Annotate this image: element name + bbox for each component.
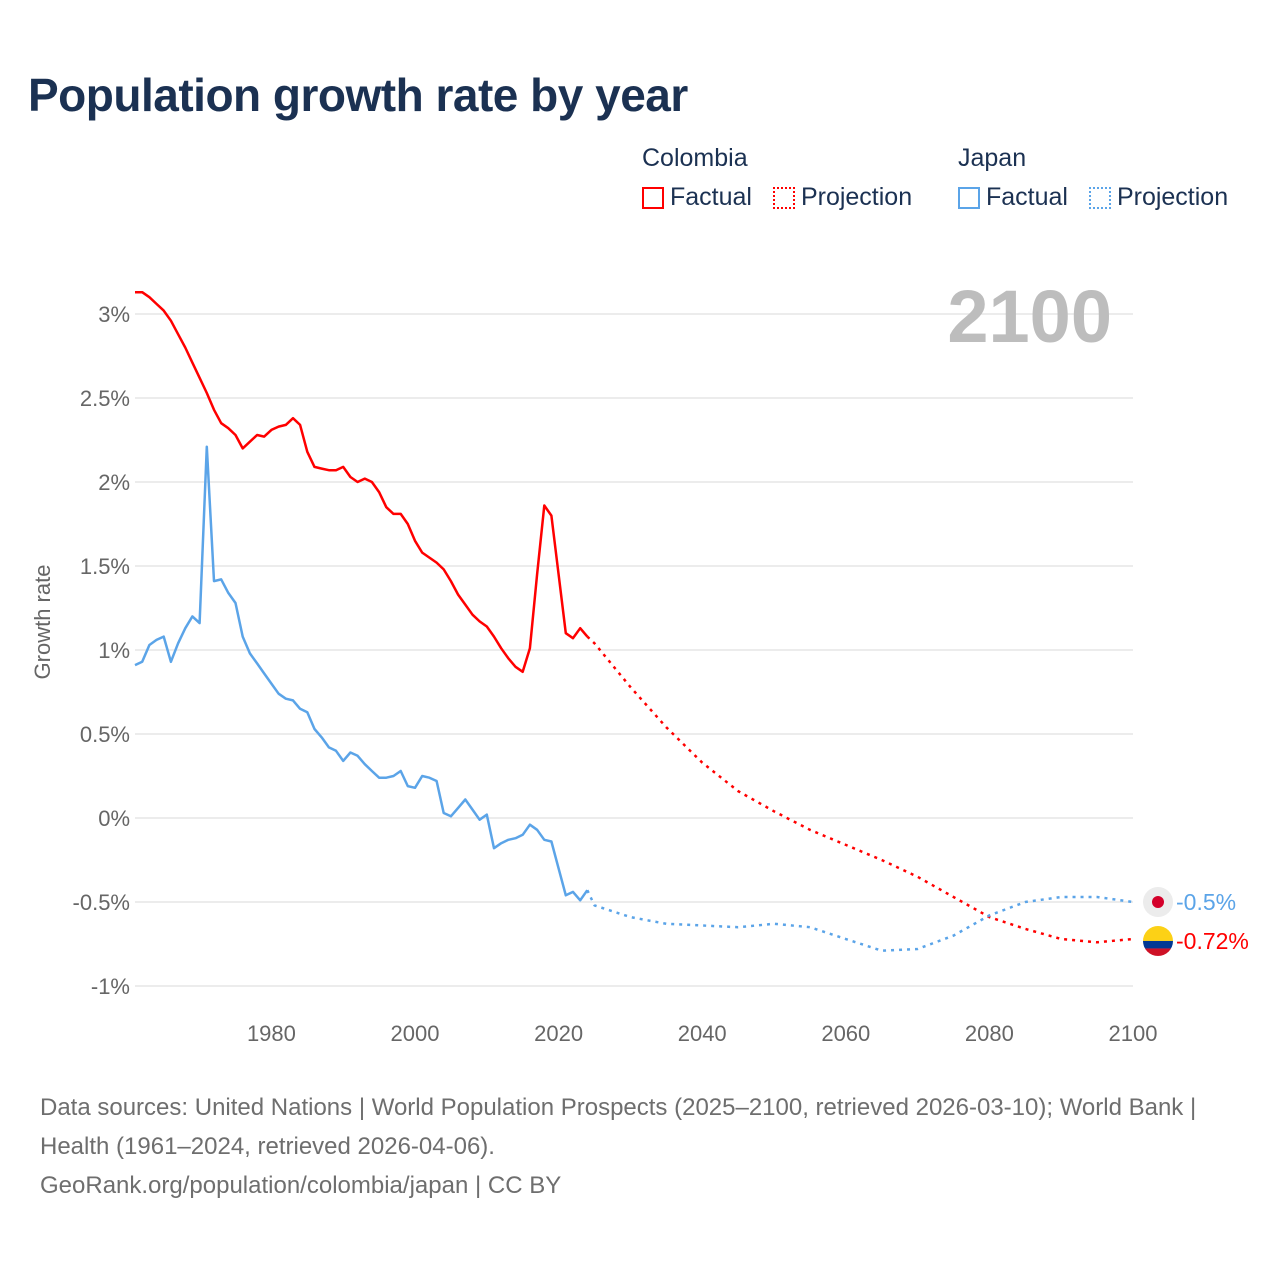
footer: Data sources: United Nations | World Pop… [40,1088,1240,1205]
legend-label: Projection [800,183,913,211]
y-tick-label: 2% [98,470,130,495]
y-tick-label: 1.5% [80,554,130,579]
solid-swatch-icon [642,186,664,209]
series-line-japan-projection [586,889,1134,952]
y-tick-label: 2.5% [80,386,130,411]
chart-title: Population growth rate by year [28,69,688,121]
source-url: GeoRank.org/population/colombia/japan | … [40,1172,562,1199]
year-badge: 2100 [947,275,1112,358]
y-axis-label: Growth rate [30,565,55,680]
series-line-colombia-projection [586,635,1134,944]
flag-stripe [1143,948,1173,956]
x-tick-label: 2100 [1109,1021,1158,1046]
x-tick-label: 2000 [391,1021,440,1046]
legend-group-name: Japan [958,144,1027,172]
legend-label: Factual [986,183,1068,211]
x-tick-label: 2080 [965,1021,1014,1046]
legend-label: Factual [670,183,752,211]
legend-colombia: Colombia Factual Projection [642,144,926,216]
series-line-colombia-factual [135,290,589,674]
x-tick-label: 2020 [534,1021,583,1046]
legend-japan: Japan Factual Projection [958,144,1228,216]
y-tick-label: 3% [98,302,130,327]
y-tick-label: 0% [98,806,130,831]
data-sources: Data sources: United Nations | World Pop… [40,1094,1197,1160]
y-tick-label: -1% [91,974,130,999]
x-tick-label: 1980 [247,1021,296,1046]
legend-group-name: Colombia [642,144,748,172]
legend-colombia-projection[interactable]: Projection [772,183,913,212]
x-tick-label: 2040 [678,1021,727,1046]
colombia-flag-icon [1143,925,1173,956]
series-line-japan-factual [134,445,589,902]
end-value-label: -0.72% [1176,928,1249,954]
dotted-swatch-icon [1088,186,1111,209]
legend-colombia-factual[interactable]: Factual [642,183,752,212]
flag-stripe [1143,925,1173,941]
x-tick-label: 2060 [821,1021,870,1046]
flag-stripe [1143,940,1173,949]
legend-japan-factual[interactable]: Factual [958,183,1068,212]
solid-swatch-icon [958,186,980,209]
legend-label: Projection [1116,183,1229,211]
y-tick-label: 0.5% [80,722,130,747]
legend-japan-projection[interactable]: Projection [1088,183,1229,212]
dotted-swatch-icon [772,186,795,209]
y-tick-label: -0.5% [73,890,130,915]
japan-flag-sun [1152,896,1164,908]
end-value-label: -0.5% [1176,889,1236,915]
y-tick-label: 1% [98,638,130,663]
